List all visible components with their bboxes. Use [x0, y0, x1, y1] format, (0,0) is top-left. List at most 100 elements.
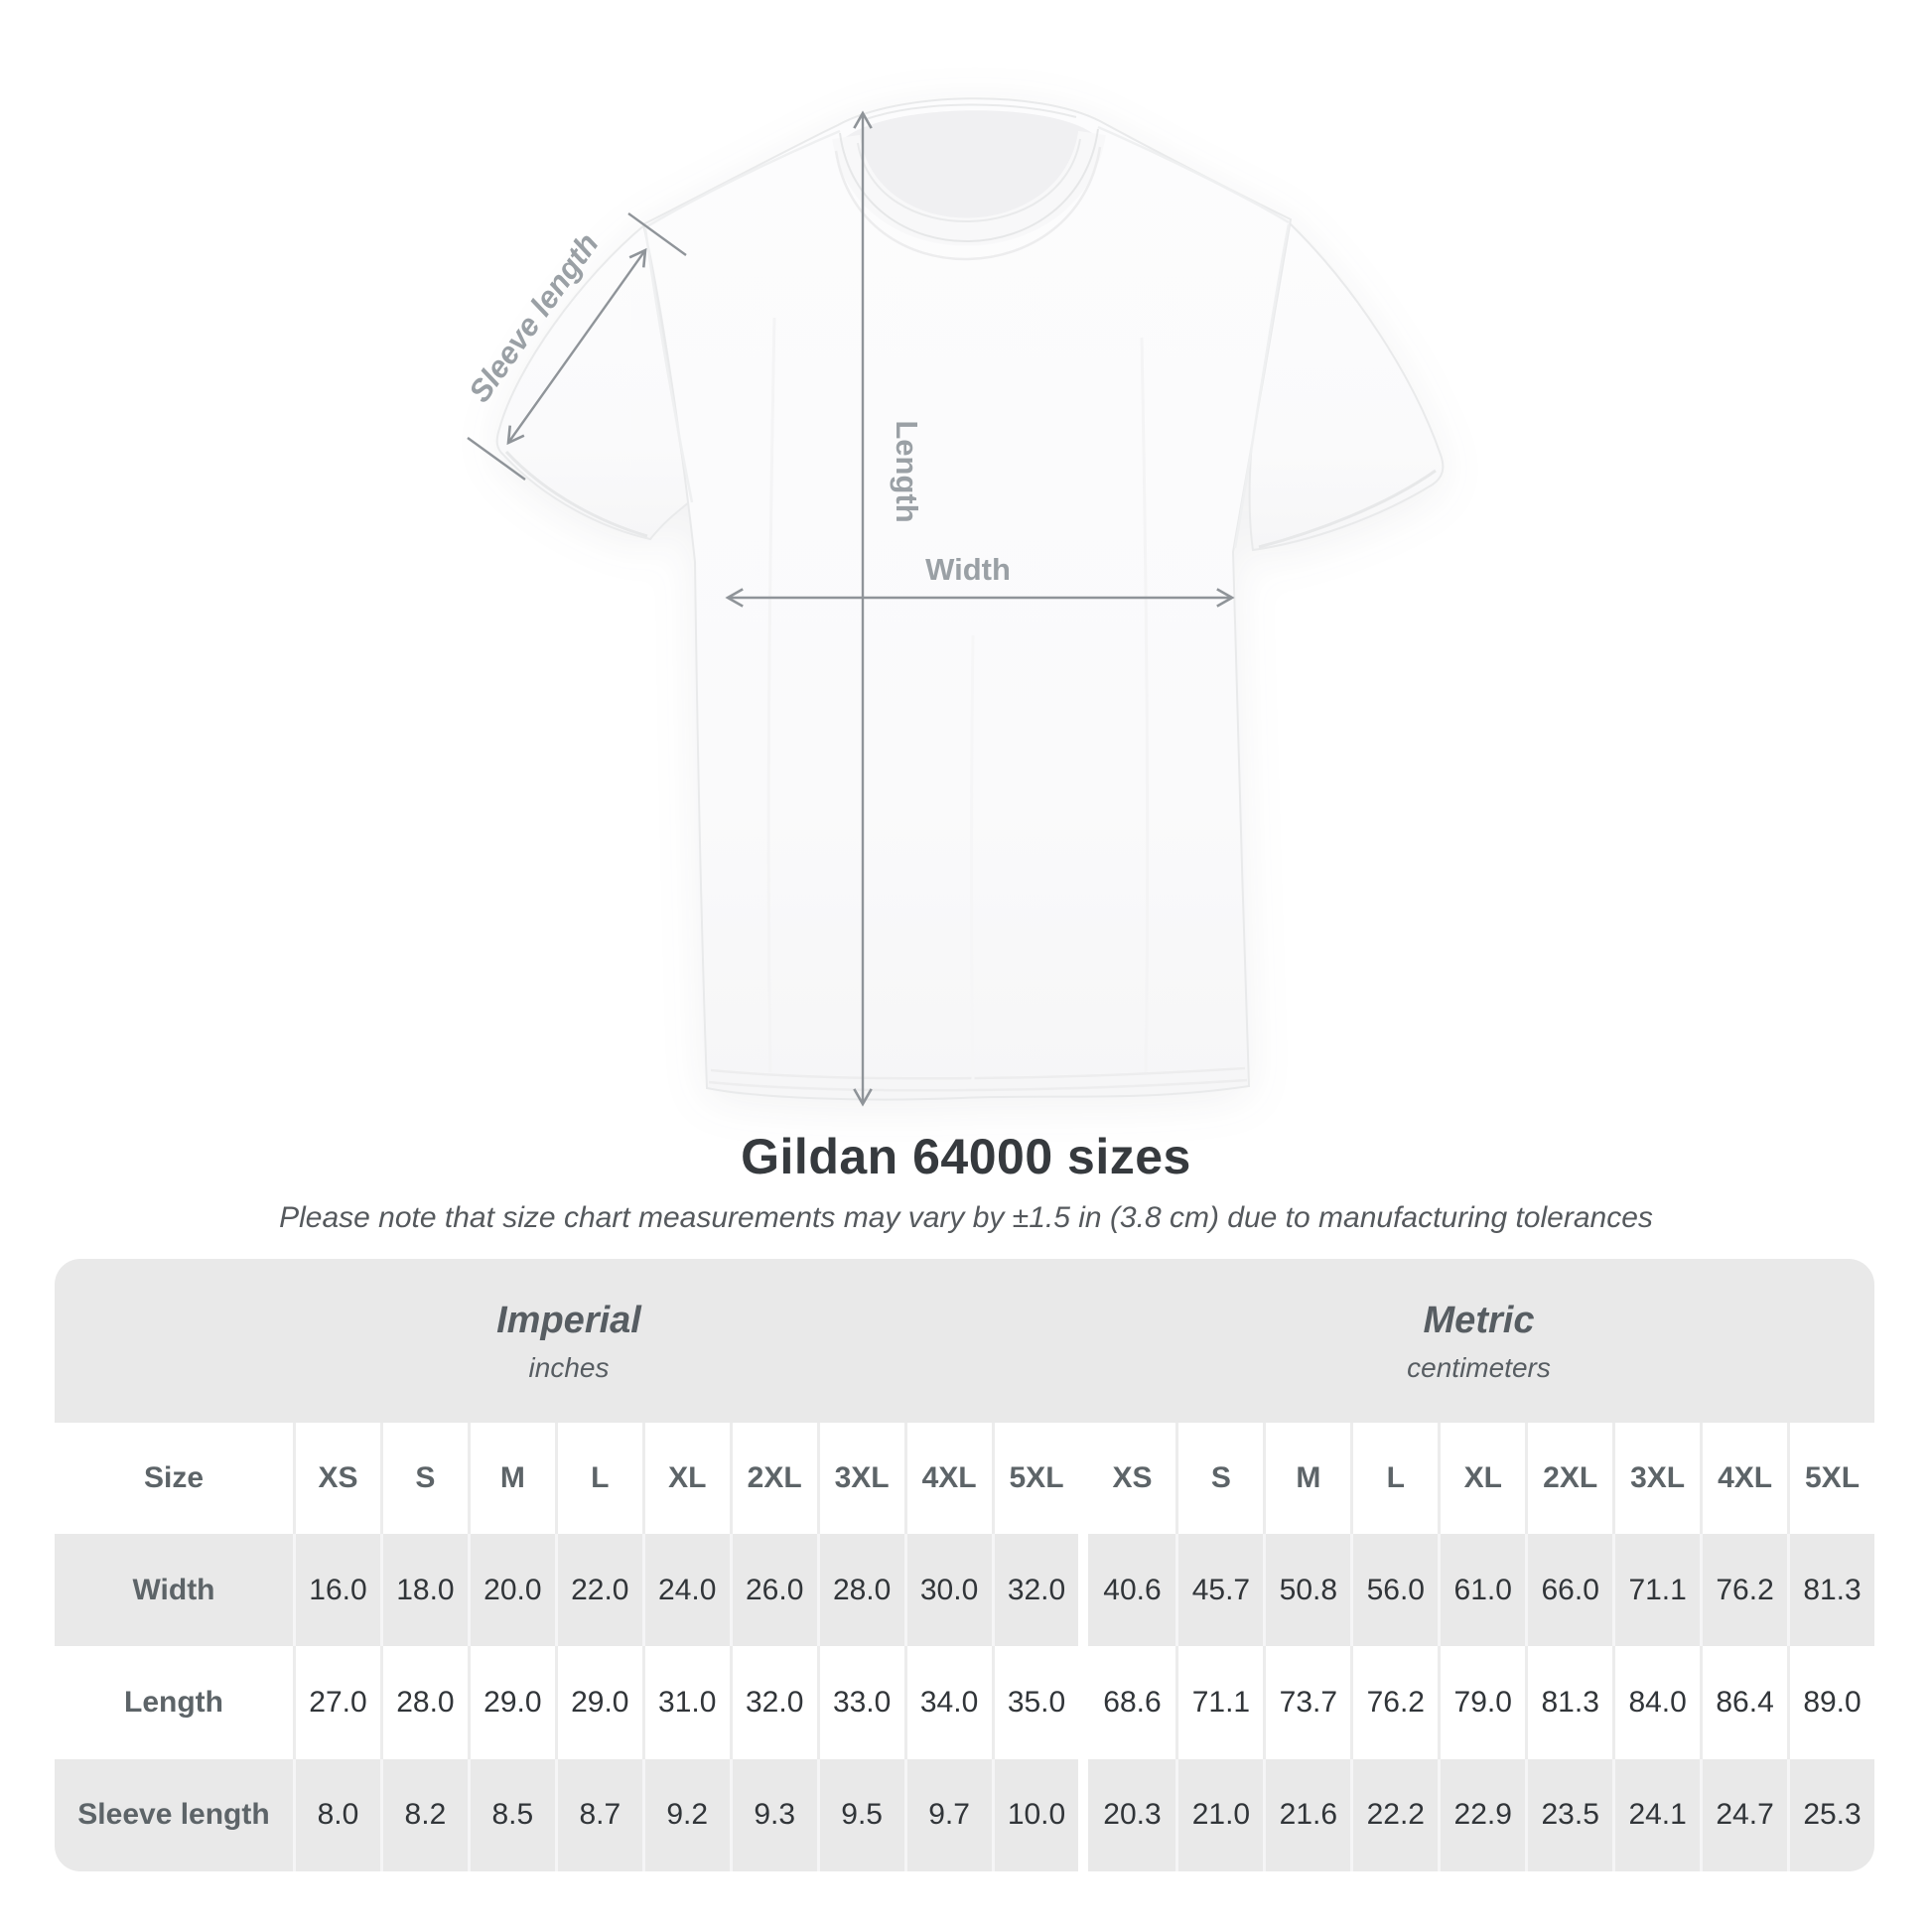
- section-gap: [1078, 1758, 1089, 1871]
- row-label-cell: Sleeve length: [77, 1798, 270, 1832]
- tshirt-right-underarm-seam: [1233, 223, 1291, 549]
- size-header-cell: 3XL: [1612, 1423, 1700, 1534]
- value-cell: 81.3: [1787, 1534, 1874, 1647]
- size-header-cell: S: [1175, 1423, 1263, 1534]
- tshirt-fold-right: [1140, 337, 1150, 1073]
- size-header-cell: 5XL: [991, 1423, 1079, 1534]
- tshirt-back-collar-seam: [865, 103, 1077, 120]
- sleeve-length-arrow: [506, 247, 647, 446]
- tshirt-body: [641, 97, 1293, 1101]
- section-gap: [1078, 1423, 1089, 1534]
- value-cell: 9.5: [816, 1758, 904, 1871]
- value-cell: 71.1: [1612, 1534, 1700, 1647]
- value-cell: 73.7: [1263, 1646, 1350, 1759]
- value-cell: 25.3: [1787, 1758, 1874, 1871]
- value-cell: 24.0: [641, 1534, 730, 1647]
- value-cell: 21.6: [1263, 1758, 1350, 1871]
- value-cell: 32.0: [991, 1534, 1079, 1647]
- size-header-cell: XL: [641, 1423, 730, 1534]
- table-row: Width 16.0 18.0 20.0 22.0 24.0 26.0 28.0 30.0 32.…: [55, 1534, 1874, 1647]
- size-header-cell: XL: [1438, 1423, 1525, 1534]
- size-header-cell: 2XL: [729, 1423, 817, 1534]
- value-cell: 26.0: [729, 1534, 817, 1647]
- size-chart-table: Imperial inches Metric centimeters Size X…: [55, 1259, 1874, 1871]
- size-grid-rows: Size XS S M L XL 2XL 3XL 4XL 5XL XS S M L XL 2XL 3XL 4XL 5…: [55, 1423, 1874, 1871]
- value-cell: 84.0: [1612, 1646, 1700, 1759]
- width-measure-label: Width: [925, 552, 1011, 587]
- table-row: Sleeve length 8.0 8.2 8.5 8.7 9.2 9.3 9.5 9.7 10.…: [55, 1758, 1874, 1871]
- tshirt-left-shoulder-seam: [646, 129, 841, 228]
- section-gap: [1078, 1646, 1089, 1759]
- value-cell: 28.0: [379, 1646, 468, 1759]
- tshirt-right-cuff-fold: [1258, 469, 1437, 549]
- value-cell: 35.0: [991, 1646, 1079, 1759]
- value-cell: 34.0: [903, 1646, 992, 1759]
- size-header-cell: L: [1350, 1423, 1438, 1534]
- tshirt-illustration: [495, 97, 1445, 1101]
- tshirt-diagram: Width Length Sleeve length: [462, 97, 1445, 1107]
- value-cell: 8.0: [293, 1758, 380, 1871]
- row-label-cell: Length: [124, 1685, 223, 1719]
- sleeve-arrow-cap-bottom: [467, 437, 526, 481]
- value-cell: 28.0: [816, 1534, 904, 1647]
- size-header-cell: M: [1263, 1423, 1350, 1534]
- tshirt-fold-left: [766, 317, 776, 1073]
- value-cell: 86.4: [1700, 1646, 1787, 1759]
- sleeve-arrow-cap-top: [627, 212, 687, 256]
- value-cell: 10.0: [991, 1758, 1079, 1871]
- metric-section-header: Metric centimeters: [1083, 1259, 1874, 1423]
- value-cell: 71.1: [1175, 1646, 1263, 1759]
- value-cell: 30.0: [903, 1534, 992, 1647]
- value-cell: 22.0: [554, 1534, 642, 1647]
- value-cell: 24.7: [1700, 1758, 1787, 1871]
- value-cell: 21.0: [1175, 1758, 1263, 1871]
- row-label-cell: Width: [132, 1573, 215, 1606]
- imperial-section-header: Imperial inches: [55, 1259, 1083, 1423]
- value-cell: 61.0: [1438, 1534, 1525, 1647]
- page-title: Gildan 64000 sizes: [741, 1129, 1191, 1184]
- tshirt-hem-stitch-2: [708, 1078, 1248, 1092]
- imperial-section-unit: inches: [528, 1352, 610, 1383]
- value-cell: 9.3: [729, 1758, 817, 1871]
- metric-section-unit: centimeters: [1407, 1352, 1551, 1383]
- value-cell: 27.0: [293, 1646, 380, 1759]
- value-cell: 79.0: [1438, 1646, 1525, 1759]
- value-cell: 8.2: [379, 1758, 468, 1871]
- value-cell: 40.6: [1103, 1573, 1162, 1606]
- value-cell: 89.0: [1787, 1646, 1874, 1759]
- value-cell: 33.0: [816, 1646, 904, 1759]
- value-cell: 8.7: [554, 1758, 642, 1871]
- value-cell: 31.0: [641, 1646, 730, 1759]
- value-cell: 45.7: [1175, 1534, 1263, 1647]
- value-cell: 16.0: [293, 1534, 380, 1647]
- value-cell: 76.2: [1350, 1646, 1438, 1759]
- value-cell: 20.3: [1103, 1798, 1162, 1832]
- value-cell: 29.0: [467, 1646, 555, 1759]
- value-cell: 32.0: [729, 1646, 817, 1759]
- tshirt-collar-inner-seam: [857, 138, 1081, 222]
- size-header-cell: 2XL: [1525, 1423, 1612, 1534]
- value-cell: 68.6: [1103, 1685, 1162, 1719]
- imperial-section-title: Imperial: [496, 1300, 641, 1341]
- value-cell: 8.5: [467, 1758, 555, 1871]
- tshirt-left-cuff-fold: [504, 450, 648, 538]
- tshirt-fold-center: [970, 634, 975, 1083]
- size-header-cell: 4XL: [1700, 1423, 1787, 1534]
- size-header-cell: S: [379, 1423, 468, 1534]
- table-row: Size XS S M L XL 2XL 3XL 4XL 5XL XS S M L XL 2XL 3XL 4XL 5…: [55, 1423, 1874, 1534]
- value-cell: 76.2: [1700, 1534, 1787, 1647]
- size-header-cell: L: [554, 1423, 642, 1534]
- value-cell: 66.0: [1525, 1534, 1612, 1647]
- table-row: Length 27.0 28.0 29.0 29.0 31.0 32.0 33.0 34.0 35…: [55, 1646, 1874, 1759]
- value-cell: 29.0: [554, 1646, 642, 1759]
- size-header-cell: XS: [293, 1423, 380, 1534]
- value-cell: 20.0: [467, 1534, 555, 1647]
- size-header-cell: M: [467, 1423, 555, 1534]
- tshirt-right-shoulder-seam: [1097, 125, 1290, 224]
- tolerance-note: Please note that size chart measurements…: [279, 1201, 1653, 1234]
- size-header-cell: 3XL: [816, 1423, 904, 1534]
- value-cell: 9.7: [903, 1758, 992, 1871]
- value-cell: 22.9: [1438, 1758, 1525, 1871]
- value-cell: 24.1: [1612, 1758, 1700, 1871]
